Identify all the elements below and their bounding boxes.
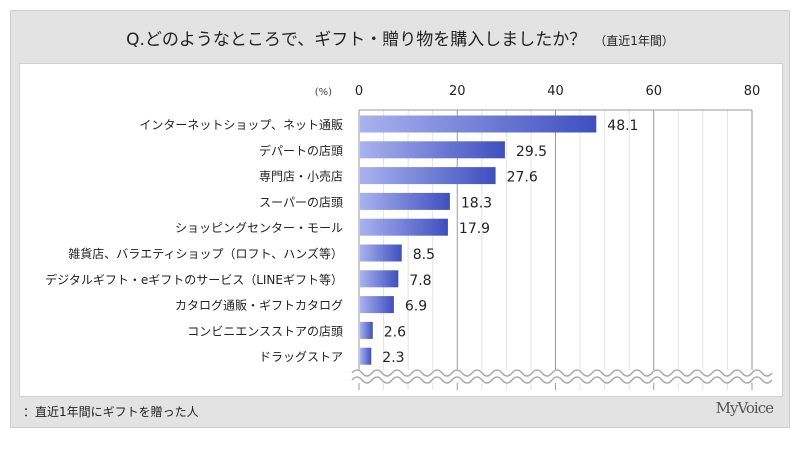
axis-break-wave	[351, 369, 773, 377]
category-label: デジタルギフト・eギフトのサービス（LINEギフト等）	[45, 272, 343, 287]
value-label: 48.1	[607, 118, 638, 134]
category-label: スーパーの店頭	[259, 195, 343, 209]
bar	[360, 244, 402, 262]
chart-panel: Q.どのようなところで、ギフト・贈り物を購入しましたか？ （直近1年間） ：直近1…	[10, 10, 790, 428]
bar	[360, 218, 448, 236]
bar	[360, 321, 373, 339]
category-label: コンビニエンスストアの店頭	[187, 324, 343, 338]
value-label: 8.5	[413, 247, 435, 263]
tick-label: 20	[449, 84, 466, 99]
bar	[360, 167, 496, 185]
myvoice-logo: MyVoice	[715, 399, 774, 417]
category-label: ドラッグストア	[259, 350, 343, 364]
bar	[360, 192, 450, 210]
tick-label: 40	[547, 84, 564, 99]
category-label: インターネットショップ、ネット通販	[139, 118, 343, 132]
value-label: 2.3	[382, 350, 404, 366]
chart-title: Q.どのようなところで、ギフト・贈り物を購入しましたか？ （直近1年間）	[11, 25, 789, 50]
tick-label: 60	[645, 84, 662, 99]
category-label: デパートの店頭	[259, 143, 343, 158]
bar	[360, 141, 505, 159]
tick-label: 0	[355, 84, 363, 99]
category-label: 雑貨店、バラエティショップ（ロフト、ハンズ等）	[68, 246, 343, 261]
category-label: ショッピングセンター・モール	[175, 221, 343, 235]
value-label: 29.5	[516, 144, 547, 160]
bar	[360, 347, 372, 365]
bar	[360, 296, 394, 314]
value-label: 18.3	[461, 195, 492, 211]
value-label: 2.6	[384, 324, 406, 340]
value-label: 17.9	[459, 221, 490, 237]
value-label: 7.8	[409, 273, 431, 289]
title-text: Q.どのようなところで、ギフト・贈り物を購入しましたか？	[126, 30, 587, 50]
subtitle-text: （直近1年間）	[594, 34, 674, 48]
value-label: 27.6	[507, 170, 538, 186]
tick-label: 80	[744, 84, 761, 99]
unit-label: (%)	[315, 87, 332, 98]
category-label: カタログ通販・ギフトカタログ	[175, 299, 343, 313]
footnote: ：直近1年間にギフトを贈った人	[23, 405, 199, 419]
bar	[360, 270, 399, 288]
value-label: 6.9	[405, 299, 427, 315]
axis-break-wave	[351, 376, 773, 384]
category-label: 専門店・小売店	[259, 169, 343, 184]
bar	[360, 115, 597, 133]
